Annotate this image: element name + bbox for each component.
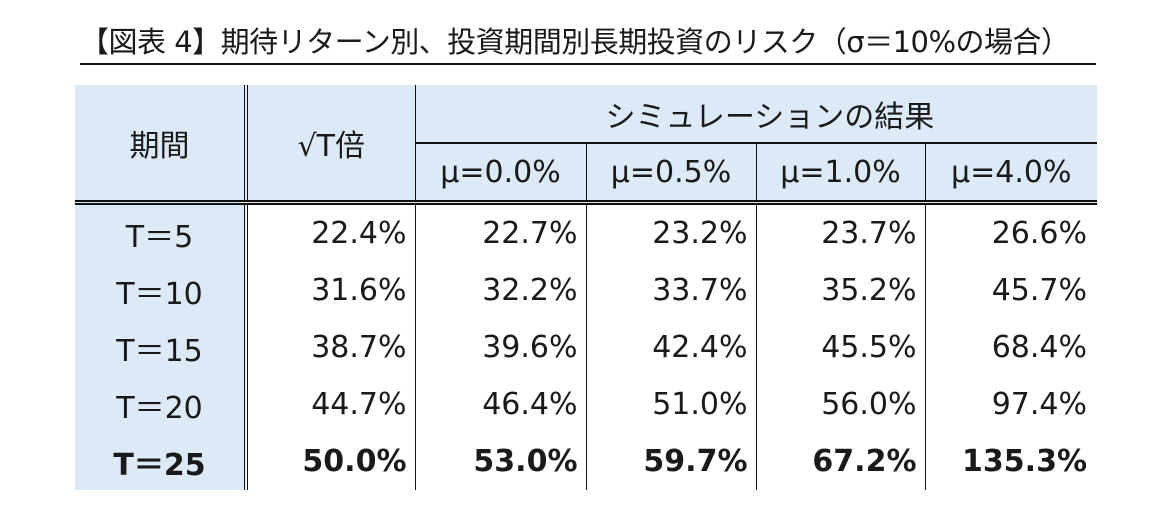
- cell-mu-1: 45.5%: [756, 319, 926, 376]
- cell-sqrt-t: 22.4%: [246, 202, 416, 262]
- cell-mu-4: 97.4%: [991, 387, 1087, 422]
- table-row: T＝5 22.4% 22.7% 23.2% 23.7% 26.6%: [75, 202, 1097, 262]
- header-mu-1: μ=1.0%: [756, 143, 926, 205]
- cell-mu-0: 46.4%: [415, 376, 587, 433]
- cell-mu-1: 67.2%: [756, 433, 926, 490]
- header-period: 期間: [75, 85, 248, 205]
- row-label: T＝10: [75, 262, 248, 319]
- cell-mu-1: 35.2%: [756, 262, 926, 319]
- table-row: T＝20 44.7% 46.4% 51.0% 56.0% 97.4%: [75, 376, 1097, 433]
- cell-sqrt-t: 44.7%: [246, 376, 416, 433]
- header-mu-0-5: μ=0.5%: [586, 143, 757, 205]
- cell-mu-0-5: 33.7%: [586, 262, 757, 319]
- header-mu-0: μ=0.0%: [415, 143, 587, 205]
- figure-title: 【図表 4】期待リターン別、投資期間別長期投資のリスク（σ＝10%の場合）: [80, 24, 1096, 65]
- header-row-1: 期間 √T倍 シミュレーションの結果: [75, 85, 1097, 205]
- cell-sqrt-t: 38.7%: [246, 319, 416, 376]
- cell-mu-0-5: 42.4%: [586, 319, 757, 376]
- cell-sqrt-t: 50.0%: [246, 433, 416, 490]
- cell-mu-0: 53.0%: [415, 433, 587, 490]
- row-label: T＝20: [75, 376, 248, 433]
- cell-mu-4: 135.3%: [962, 444, 1087, 479]
- cell-mu-0-5: 23.2%: [586, 202, 757, 262]
- risk-table: 期間 √T倍 シミュレーションの結果 μ=0.0% μ=0.5% μ=1.0% …: [75, 85, 1097, 490]
- cell-mu-4: 45.7%: [991, 273, 1087, 308]
- header-row-2: μ=0.0% μ=0.5% μ=1.0% μ=4.0%: [75, 143, 1097, 205]
- header-sqrt-t: √T倍: [246, 85, 416, 205]
- row-label: T＝5: [75, 202, 248, 262]
- header-simulation-results: シミュレーションの結果: [415, 85, 1097, 144]
- header-mu-4: μ=4.0%: [925, 143, 1097, 205]
- cell-sqrt-t: 31.6%: [246, 262, 416, 319]
- row-label: T＝25: [75, 433, 248, 490]
- cell-mu-0: 39.6%: [415, 319, 587, 376]
- cell-mu-1: 56.0%: [756, 376, 926, 433]
- table-row: T＝15 38.7% 39.6% 42.4% 45.5% 68.4%: [75, 319, 1097, 376]
- cell-mu-1: 23.7%: [756, 202, 926, 262]
- cell-mu-0: 22.7%: [415, 202, 587, 262]
- table-row-highlighted: T＝25 50.0% 53.0% 59.7% 67.2% 135.3%: [75, 433, 1097, 490]
- cell-mu-4: 68.4%: [991, 330, 1087, 365]
- cell-mu-0-5: 59.7%: [586, 433, 757, 490]
- cell-mu-0-5: 51.0%: [586, 376, 757, 433]
- table-row: T＝10 31.6% 32.2% 33.7% 35.2% 45.7%: [75, 262, 1097, 319]
- cell-mu-0: 32.2%: [415, 262, 587, 319]
- row-label: T＝15: [75, 319, 248, 376]
- cell-mu-4: 26.6%: [991, 216, 1087, 251]
